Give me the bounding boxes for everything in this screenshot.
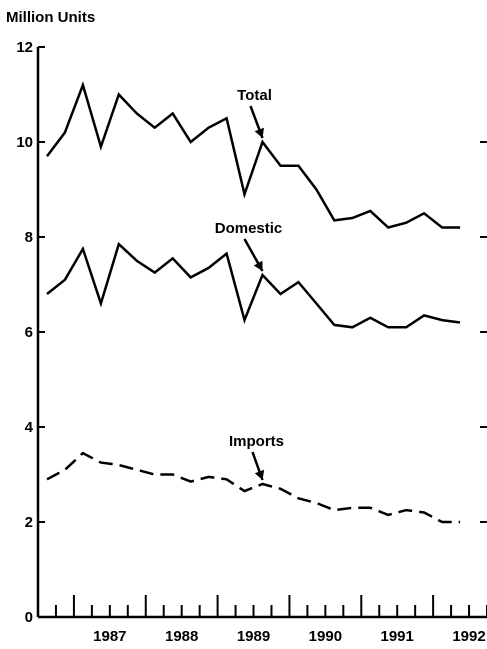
- series-line-domestic: [46, 241, 461, 329]
- y-tick-label: 8: [25, 229, 33, 246]
- series-lines: [46, 81, 461, 524]
- x-tick-label: 1990: [309, 628, 342, 645]
- annotations: Total Domestic Imports: [215, 87, 284, 481]
- series-line-imports: [46, 451, 461, 524]
- annotation-imports: Imports: [229, 433, 284, 450]
- annotation-arrow-head: [254, 127, 264, 138]
- y-axis-title: Million Units: [6, 9, 95, 26]
- y-tick-label: 2: [25, 514, 33, 531]
- x-tick-label: 1989: [237, 628, 270, 645]
- y-tick-label: 6: [25, 324, 33, 341]
- annotation-arrow-head: [253, 260, 263, 271]
- annotation-total: Total: [237, 87, 272, 104]
- y-tick-label: 0: [25, 609, 33, 626]
- y-axis-ticks: 0 2 4 6 8 10 12: [16, 39, 487, 626]
- x-tick-label: 1988: [165, 628, 198, 645]
- x-axis-ticks: 1987 1988 1989 1990 1991 1992: [37, 595, 487, 645]
- series-line-total: [46, 81, 461, 229]
- y-tick-label: 4: [25, 419, 34, 436]
- y-tick-label: 10: [16, 134, 33, 151]
- y-tick-label: 12: [16, 39, 33, 56]
- x-tick-label: 1991: [381, 628, 414, 645]
- annotation-arrow-head: [254, 469, 265, 480]
- x-tick-label: 1987: [93, 628, 126, 645]
- x-tick-label: 1992: [452, 628, 485, 645]
- annotation-domestic: Domestic: [215, 220, 283, 237]
